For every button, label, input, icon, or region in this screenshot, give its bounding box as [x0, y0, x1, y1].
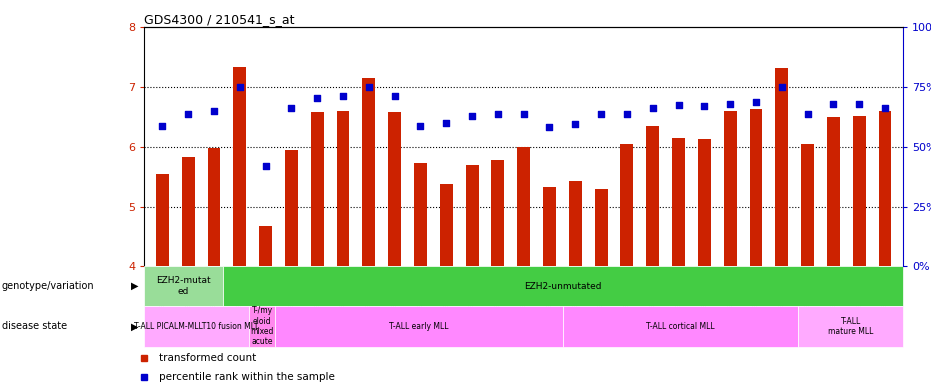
Text: T-ALL
mature MLL: T-ALL mature MLL	[828, 316, 873, 336]
Point	[335, 93, 350, 99]
Point	[542, 124, 557, 131]
Point	[491, 111, 506, 117]
Point	[852, 101, 867, 107]
Bar	[223, 266, 903, 306]
Bar	[620, 144, 633, 266]
Bar	[749, 109, 762, 266]
Bar	[518, 147, 530, 266]
Bar	[182, 157, 195, 266]
Bar	[362, 78, 375, 266]
Point	[310, 94, 325, 101]
Bar	[776, 68, 789, 266]
Bar	[827, 117, 840, 266]
Bar	[879, 111, 892, 266]
Bar	[492, 160, 505, 266]
Point	[826, 101, 841, 107]
Point	[800, 111, 815, 117]
Point	[413, 122, 428, 129]
Text: transformed count: transformed count	[159, 353, 257, 363]
Point	[749, 99, 763, 105]
Point	[697, 103, 712, 109]
Point	[155, 122, 169, 129]
Bar	[285, 150, 298, 266]
Bar	[672, 137, 685, 266]
Point	[207, 108, 222, 114]
Bar	[259, 226, 272, 266]
Bar	[543, 187, 556, 266]
Bar	[802, 144, 814, 266]
Point	[878, 105, 893, 111]
Point	[284, 105, 299, 111]
Bar	[276, 306, 563, 347]
Bar	[311, 112, 324, 266]
Point	[181, 111, 196, 117]
Point	[465, 113, 479, 119]
Text: genotype/variation: genotype/variation	[2, 281, 94, 291]
Text: T-ALL early MLL: T-ALL early MLL	[389, 322, 449, 331]
Text: ▶: ▶	[131, 281, 139, 291]
Point	[671, 102, 686, 108]
Text: T-ALL PICALM-MLLT10 fusion MLL: T-ALL PICALM-MLLT10 fusion MLL	[134, 322, 259, 331]
Text: GDS4300 / 210541_s_at: GDS4300 / 210541_s_at	[144, 13, 295, 26]
Text: T-/my
eloid
mixed
acute: T-/my eloid mixed acute	[250, 306, 274, 346]
Bar	[563, 306, 799, 347]
Point	[775, 84, 789, 90]
Bar	[799, 306, 903, 347]
Bar	[155, 174, 169, 266]
Bar	[646, 126, 659, 266]
Point	[645, 105, 660, 111]
Bar	[853, 116, 866, 266]
Point	[722, 101, 737, 107]
Text: disease state: disease state	[2, 321, 67, 331]
Text: percentile rank within the sample: percentile rank within the sample	[159, 372, 335, 382]
Bar	[723, 111, 736, 266]
Bar	[595, 189, 608, 266]
Bar	[466, 165, 479, 266]
Point	[387, 93, 402, 99]
Point	[568, 121, 583, 127]
Point	[619, 111, 634, 117]
Bar	[414, 164, 427, 266]
Bar	[337, 111, 349, 266]
Point	[361, 84, 376, 90]
Text: T-ALL cortical MLL: T-ALL cortical MLL	[646, 322, 715, 331]
Point	[439, 120, 453, 126]
Bar	[439, 184, 452, 266]
Bar	[249, 306, 276, 347]
Bar	[569, 181, 582, 266]
Text: EZH2-mutat
ed: EZH2-mutat ed	[156, 276, 210, 296]
Bar	[144, 306, 249, 347]
Point	[233, 84, 248, 90]
Point	[516, 111, 531, 117]
Text: ▶: ▶	[131, 321, 139, 331]
Bar	[698, 139, 710, 266]
Point	[258, 163, 273, 169]
Bar	[388, 112, 401, 266]
Bar	[144, 266, 223, 306]
Point	[594, 111, 609, 117]
Text: EZH2-unmutated: EZH2-unmutated	[524, 281, 601, 291]
Bar	[234, 67, 246, 266]
Bar	[208, 149, 221, 266]
